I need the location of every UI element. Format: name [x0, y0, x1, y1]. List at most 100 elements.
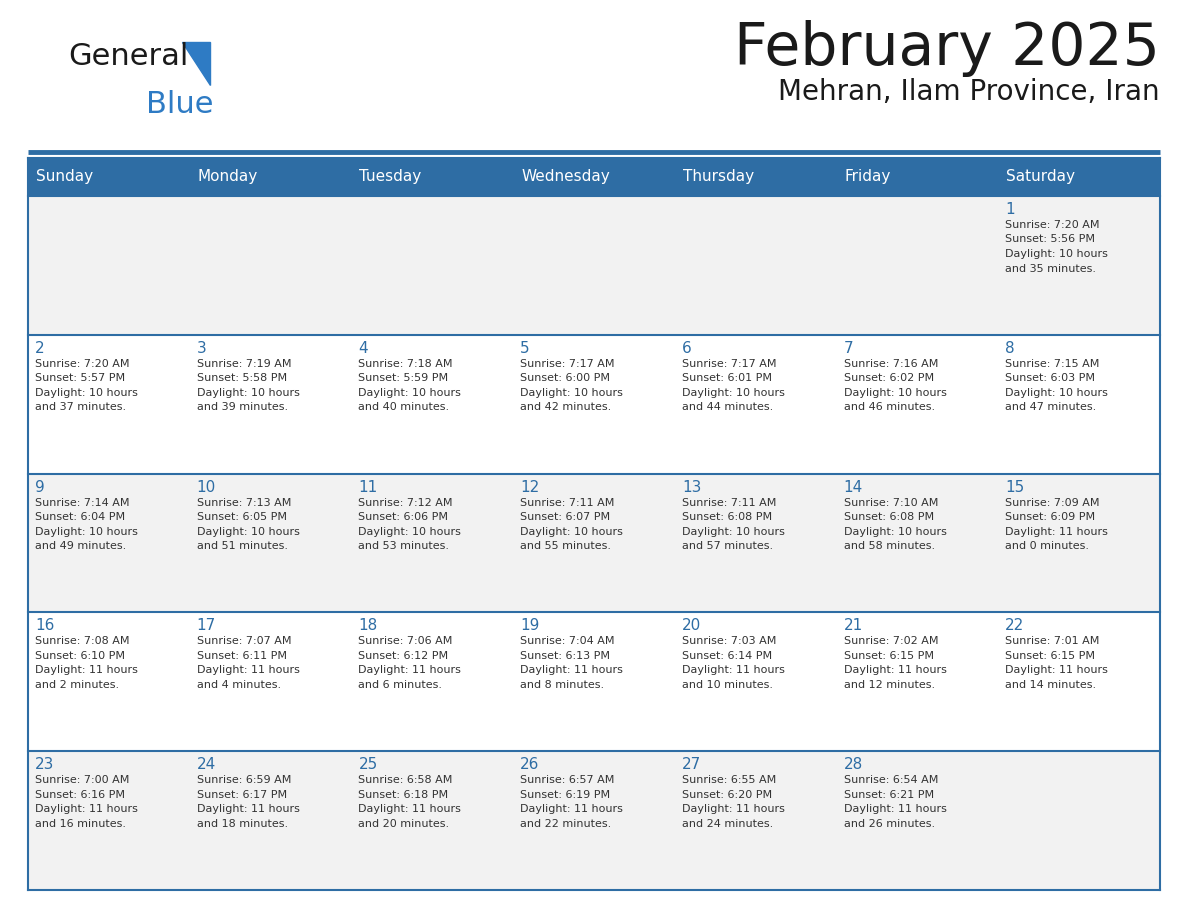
Text: Sunset: 6:02 PM: Sunset: 6:02 PM: [843, 374, 934, 384]
Text: Sunset: 6:07 PM: Sunset: 6:07 PM: [520, 512, 611, 522]
Text: Sunrise: 6:57 AM: Sunrise: 6:57 AM: [520, 775, 614, 785]
Text: Sunrise: 7:17 AM: Sunrise: 7:17 AM: [682, 359, 776, 369]
Text: Sunrise: 7:20 AM: Sunrise: 7:20 AM: [34, 359, 129, 369]
Text: Daylight: 11 hours: Daylight: 11 hours: [682, 804, 785, 814]
Text: Sunset: 6:04 PM: Sunset: 6:04 PM: [34, 512, 125, 522]
Text: and 14 minutes.: and 14 minutes.: [1005, 680, 1097, 690]
Text: Sunrise: 7:09 AM: Sunrise: 7:09 AM: [1005, 498, 1100, 508]
Text: Daylight: 10 hours: Daylight: 10 hours: [843, 387, 947, 397]
Text: Daylight: 11 hours: Daylight: 11 hours: [359, 666, 461, 676]
Text: 11: 11: [359, 479, 378, 495]
Text: and 6 minutes.: and 6 minutes.: [359, 680, 442, 690]
Text: Sunrise: 7:06 AM: Sunrise: 7:06 AM: [359, 636, 453, 646]
Bar: [29, 612, 1159, 751]
Text: Daylight: 10 hours: Daylight: 10 hours: [359, 527, 461, 537]
Bar: [29, 335, 1159, 474]
Text: Daylight: 11 hours: Daylight: 11 hours: [843, 804, 947, 814]
Text: Daylight: 11 hours: Daylight: 11 hours: [34, 666, 138, 676]
Text: 14: 14: [843, 479, 862, 495]
Text: Sunset: 6:14 PM: Sunset: 6:14 PM: [682, 651, 772, 661]
Text: Sunset: 6:13 PM: Sunset: 6:13 PM: [520, 651, 611, 661]
Text: and 49 minutes.: and 49 minutes.: [34, 541, 126, 551]
Text: and 57 minutes.: and 57 minutes.: [682, 541, 773, 551]
Text: Daylight: 10 hours: Daylight: 10 hours: [34, 527, 138, 537]
Text: Sunrise: 7:14 AM: Sunrise: 7:14 AM: [34, 498, 129, 508]
Text: 8: 8: [1005, 341, 1015, 356]
Text: and 37 minutes.: and 37 minutes.: [34, 402, 126, 412]
Text: 22: 22: [1005, 619, 1024, 633]
Text: Sunset: 6:20 PM: Sunset: 6:20 PM: [682, 789, 772, 800]
Text: February 2025: February 2025: [734, 20, 1159, 77]
Text: Daylight: 10 hours: Daylight: 10 hours: [843, 527, 947, 537]
Text: 13: 13: [682, 479, 701, 495]
Text: Daylight: 11 hours: Daylight: 11 hours: [520, 804, 623, 814]
Text: Sunrise: 7:00 AM: Sunrise: 7:00 AM: [34, 775, 129, 785]
Text: and 26 minutes.: and 26 minutes.: [843, 819, 935, 829]
Text: and 24 minutes.: and 24 minutes.: [682, 819, 773, 829]
Text: Sunset: 6:08 PM: Sunset: 6:08 PM: [843, 512, 934, 522]
Text: Sunrise: 6:59 AM: Sunrise: 6:59 AM: [197, 775, 291, 785]
Text: Sunset: 5:56 PM: Sunset: 5:56 PM: [1005, 234, 1095, 244]
Text: and 53 minutes.: and 53 minutes.: [359, 541, 449, 551]
Text: Sunrise: 7:03 AM: Sunrise: 7:03 AM: [682, 636, 776, 646]
Text: Sunrise: 7:18 AM: Sunrise: 7:18 AM: [359, 359, 453, 369]
Text: Daylight: 11 hours: Daylight: 11 hours: [34, 804, 138, 814]
Text: Daylight: 10 hours: Daylight: 10 hours: [1005, 387, 1108, 397]
Text: and 10 minutes.: and 10 minutes.: [682, 680, 773, 690]
Text: Blue: Blue: [146, 90, 214, 119]
Text: Sunrise: 7:13 AM: Sunrise: 7:13 AM: [197, 498, 291, 508]
Text: Daylight: 10 hours: Daylight: 10 hours: [520, 527, 623, 537]
Text: Daylight: 11 hours: Daylight: 11 hours: [843, 666, 947, 676]
Text: Sunrise: 7:15 AM: Sunrise: 7:15 AM: [1005, 359, 1100, 369]
Text: Daylight: 11 hours: Daylight: 11 hours: [682, 666, 785, 676]
Text: and 47 minutes.: and 47 minutes.: [1005, 402, 1097, 412]
Text: 26: 26: [520, 757, 539, 772]
Text: 6: 6: [682, 341, 691, 356]
Text: Daylight: 11 hours: Daylight: 11 hours: [197, 666, 299, 676]
Text: and 8 minutes.: and 8 minutes.: [520, 680, 605, 690]
Text: Daylight: 11 hours: Daylight: 11 hours: [1005, 666, 1108, 676]
Text: Sunset: 5:59 PM: Sunset: 5:59 PM: [359, 374, 449, 384]
Text: and 40 minutes.: and 40 minutes.: [359, 402, 449, 412]
Text: Sunset: 6:01 PM: Sunset: 6:01 PM: [682, 374, 772, 384]
Text: 23: 23: [34, 757, 55, 772]
Text: Sunrise: 7:20 AM: Sunrise: 7:20 AM: [1005, 220, 1100, 230]
Text: 19: 19: [520, 619, 539, 633]
Text: Daylight: 10 hours: Daylight: 10 hours: [682, 387, 785, 397]
Text: and 51 minutes.: and 51 minutes.: [197, 541, 287, 551]
Text: 3: 3: [197, 341, 207, 356]
Text: Daylight: 10 hours: Daylight: 10 hours: [34, 387, 138, 397]
Text: and 18 minutes.: and 18 minutes.: [197, 819, 287, 829]
Text: General: General: [68, 42, 189, 71]
Text: 5: 5: [520, 341, 530, 356]
Text: Sunset: 6:16 PM: Sunset: 6:16 PM: [34, 789, 125, 800]
Text: Daylight: 10 hours: Daylight: 10 hours: [197, 387, 299, 397]
Text: Sunset: 6:09 PM: Sunset: 6:09 PM: [1005, 512, 1095, 522]
Bar: [29, 158, 1159, 196]
Text: Sunrise: 7:08 AM: Sunrise: 7:08 AM: [34, 636, 129, 646]
Text: 4: 4: [359, 341, 368, 356]
Text: and 55 minutes.: and 55 minutes.: [520, 541, 611, 551]
Text: Monday: Monday: [197, 170, 258, 185]
Text: Wednesday: Wednesday: [522, 170, 609, 185]
Text: Daylight: 10 hours: Daylight: 10 hours: [520, 387, 623, 397]
Text: Sunset: 5:57 PM: Sunset: 5:57 PM: [34, 374, 125, 384]
Text: 17: 17: [197, 619, 216, 633]
Text: 16: 16: [34, 619, 55, 633]
Text: Daylight: 10 hours: Daylight: 10 hours: [359, 387, 461, 397]
Text: Saturday: Saturday: [1006, 170, 1075, 185]
Text: Sunrise: 7:11 AM: Sunrise: 7:11 AM: [520, 498, 614, 508]
Bar: [29, 751, 1159, 890]
Text: 21: 21: [843, 619, 862, 633]
Text: Sunset: 6:10 PM: Sunset: 6:10 PM: [34, 651, 125, 661]
Text: 27: 27: [682, 757, 701, 772]
Text: 7: 7: [843, 341, 853, 356]
Text: Sunset: 6:17 PM: Sunset: 6:17 PM: [197, 789, 286, 800]
Text: Sunrise: 6:58 AM: Sunrise: 6:58 AM: [359, 775, 453, 785]
Text: and 35 minutes.: and 35 minutes.: [1005, 263, 1097, 274]
Text: Thursday: Thursday: [683, 170, 754, 185]
Text: Sunset: 6:06 PM: Sunset: 6:06 PM: [359, 512, 448, 522]
Text: Sunset: 6:05 PM: Sunset: 6:05 PM: [197, 512, 286, 522]
Text: Daylight: 10 hours: Daylight: 10 hours: [197, 527, 299, 537]
Text: Friday: Friday: [845, 170, 891, 185]
